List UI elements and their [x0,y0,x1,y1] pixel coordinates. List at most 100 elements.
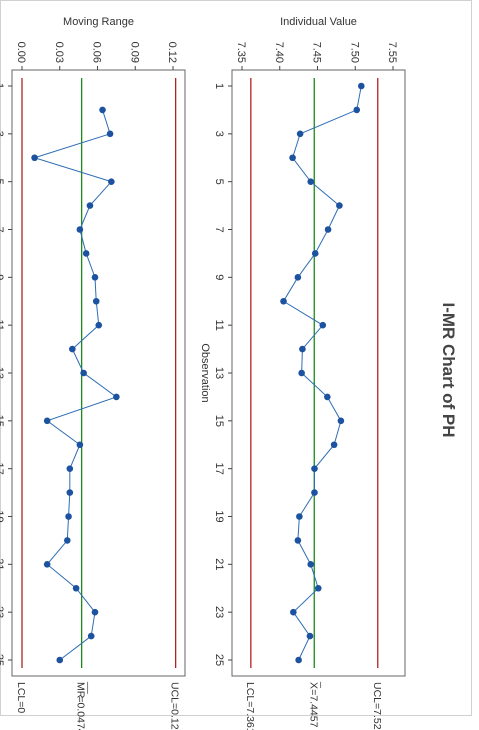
individual-data-point [295,656,302,664]
individual-data-point [319,321,327,329]
moving-range-data-point [92,297,100,305]
moving-range-data-point [82,250,90,257]
individual-data-point [280,297,287,305]
individual-data-point [307,561,315,568]
individual-x-tick-label: 15 [213,415,225,427]
moving-range-x-tick-label: 15 [0,415,5,427]
individual-data-point [289,154,296,162]
moving-range-x-tick-label: 21 [0,558,5,570]
moving-range-lcl-label: LCL=0 [15,682,27,713]
individual-data-point [290,608,297,616]
individual-data-point [314,584,322,592]
moving-range-panel: Moving Range0.000.030.060.090.1213579111… [0,16,186,730]
individual-x-tick-label: 21 [213,558,225,570]
individual-data-point [294,537,302,544]
moving-range-center-label-overbar: __ [87,681,99,694]
moving-range-data-point [87,632,95,640]
moving-range-ucl-label: UCL=0.1221 [169,682,181,730]
individual-data-point [324,226,332,233]
moving-range-x-tick-label: 11 [0,319,5,330]
individual-x-tick-label: 11 [213,319,225,330]
moving-range-data-point [72,584,80,592]
moving-range-data-point [99,106,106,114]
moving-range-data-point [56,656,64,664]
individual-y-tick-label: 7.35 [235,42,247,63]
individual-center-label: _X=7.4457 [307,681,331,728]
moving-range-data-point [76,441,84,449]
moving-range-plot-area [11,69,186,677]
individual-data-point [311,489,318,496]
individual-x-tick-label: 13 [213,367,225,379]
individual-data-point [296,130,304,138]
individual-lcl-label: LCL=7.3617 [244,682,256,730]
moving-range-data-point [43,561,51,568]
moving-range-center-label-symbol: MR [75,682,87,699]
individual-data-point [324,393,331,401]
individual-x-tick-label: 1 [213,83,225,89]
individual-data-point [353,106,361,114]
moving-range-data-point [95,321,103,329]
individual-data-point [307,178,315,185]
moving-range-y-axis-title: Moving Range [63,16,134,28]
individual-data-point [299,345,306,353]
moving-range-data-point [106,130,114,138]
moving-range-center-label-value: =0.0474 [75,696,87,730]
individual-data-point [294,274,302,281]
individual-x-tick-label: 9 [213,274,225,280]
moving-range-data-point [43,417,51,425]
moving-range-y-tick-label: 0.12 [166,42,178,63]
individual-x-axis-title: Observation [199,343,211,402]
moving-range-x-tick-label: 9 [0,274,5,280]
individual-data-point [306,632,314,640]
individual-data-point [336,202,343,209]
moving-range-data-point [76,226,84,233]
moving-range-data-point [66,465,74,472]
moving-range-data-point [91,274,99,281]
moving-range-y-tick-label: 0.03 [53,42,65,63]
individual-y-tick-label: 7.50 [348,42,360,63]
moving-range-data-point [80,369,87,377]
individual-data-point [337,417,345,425]
moving-range-x-tick-label: 7 [0,226,5,232]
moving-range-x-tick-label: 17 [0,463,5,475]
moving-range-x-tick-label: 25 [0,654,5,666]
moving-range-data-point [65,513,72,520]
moving-range-x-tick-label: 23 [0,606,5,618]
chart-title: I-MR Chart of PH [439,302,458,437]
individual-data-point [298,369,305,377]
individual-x-tick-label: 3 [213,131,225,137]
individual-data-point [296,513,303,520]
individual-y-tick-label: 7.45 [311,42,323,63]
moving-range-series-line [32,109,118,661]
individual-data-point [311,250,319,257]
moving-range-y-tick-label: 0.09 [128,42,140,63]
individual-x-tick-label: 19 [213,510,225,522]
individual-x-tick-label: 7 [213,226,225,232]
individual-x-tick-label: 5 [213,179,225,185]
individual-center-label-overbar: _ [319,681,331,688]
moving-range-data-point [69,345,76,353]
moving-range-data-point [108,178,115,185]
individual-x-tick-label: 23 [213,606,225,618]
moving-range-data-point [91,608,99,616]
moving-range-center-label: __MR=0.0474 [75,681,99,730]
moving-range-x-tick-label: 13 [0,367,5,379]
individual-x-tick-label: 17 [213,463,225,475]
moving-range-data-point [113,393,120,401]
individual-ucl-label: UCL=7.5298 [371,682,383,730]
individual-center-label-value: =7.4457 [307,689,319,727]
moving-range-x-tick-label: 5 [0,179,5,185]
moving-range-data-point [63,537,71,544]
moving-range-x-tick-label: 3 [0,131,5,137]
individual-y-tick-label: 7.40 [273,42,285,63]
individual-y-tick-label: 7.55 [386,42,398,63]
moving-range-y-tick-label: 0.00 [15,42,27,63]
moving-range-data-point [31,154,38,162]
individual-data-point [330,441,338,449]
individual-y-axis-title: Individual Value [280,16,357,28]
moving-range-data-point [86,202,94,209]
